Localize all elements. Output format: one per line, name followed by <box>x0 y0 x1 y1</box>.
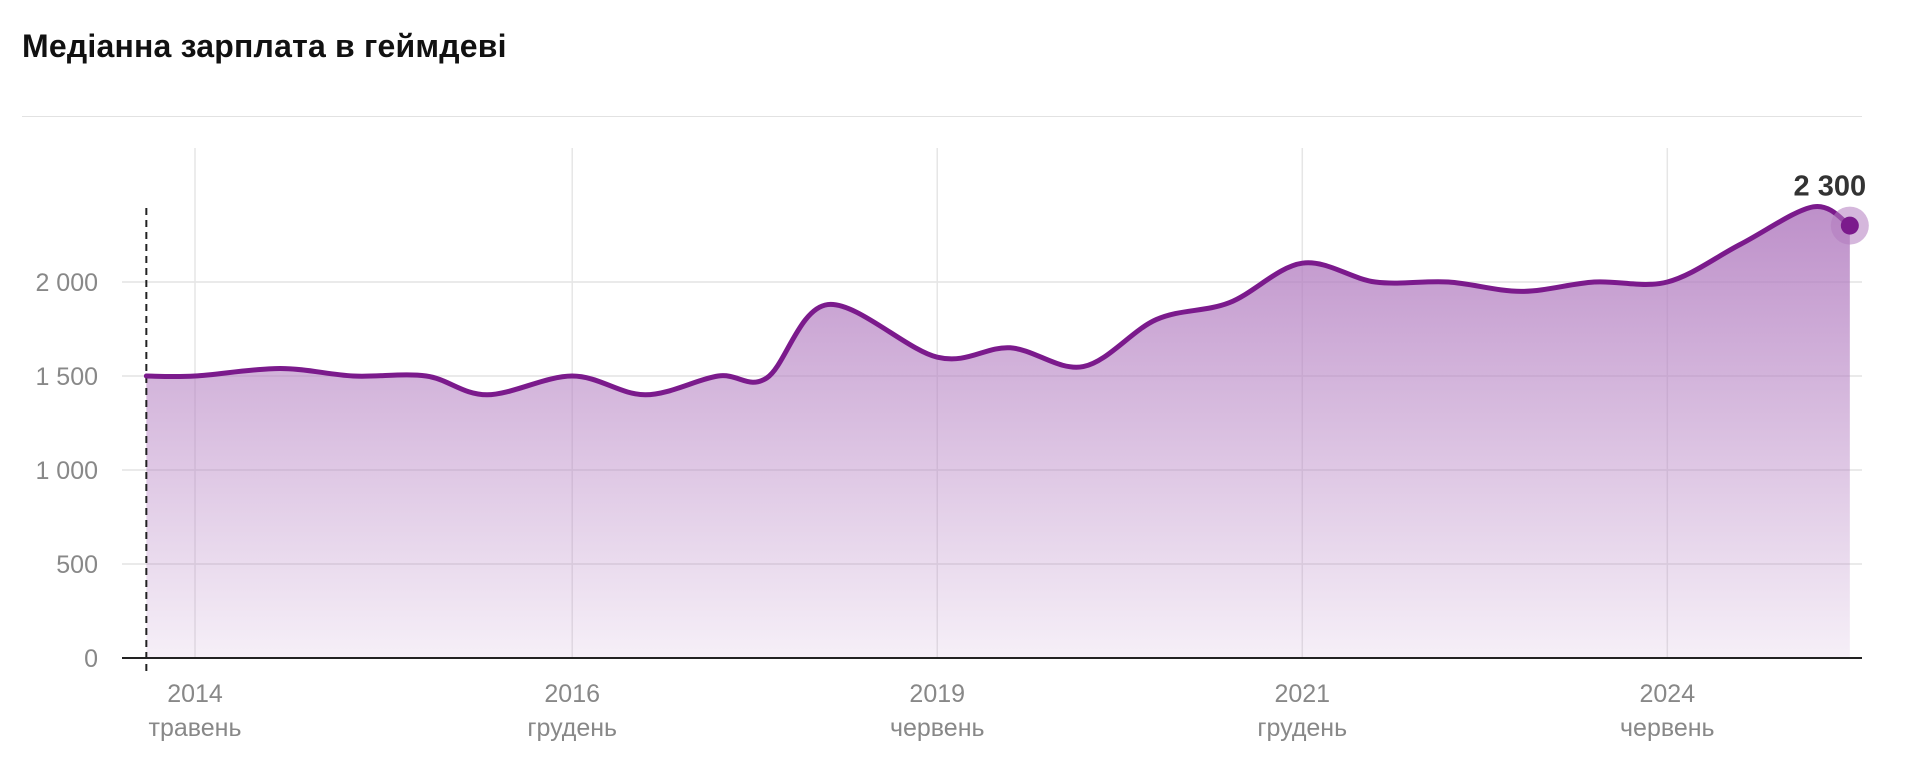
x-tick-year: 2016 <box>544 680 600 708</box>
chart-title: Медіанна зарплата в геймдеві <box>22 28 507 64</box>
x-tick-year: 2021 <box>1274 680 1330 708</box>
y-tick-label: 0 <box>84 645 98 673</box>
y-tick-label: 1 000 <box>35 457 98 485</box>
x-tick-year: 2014 <box>167 680 223 708</box>
y-tick-label: 2 000 <box>35 269 98 297</box>
x-tick-year: 2019 <box>909 680 965 708</box>
x-tick-month: травень <box>149 714 242 742</box>
axis-layer: 0 500 1 000 1 500 2 000 2014 травень 2016 груден… <box>35 208 1862 742</box>
end-point <box>1840 216 1859 235</box>
x-tick-month: червень <box>1620 714 1715 742</box>
end-value-label: 2 300 <box>1794 171 1867 203</box>
x-tick-year: 2024 <box>1640 680 1696 708</box>
x-tick-month: грудень <box>1257 714 1347 742</box>
title-divider <box>22 116 1862 117</box>
y-tick-label: 1 500 <box>35 363 98 391</box>
x-tick-month: грудень <box>527 714 617 742</box>
series-line <box>143 204 1853 398</box>
line-layer <box>143 204 1869 398</box>
area-fill <box>146 206 1850 658</box>
label-layer: 2 300 <box>1794 171 1867 203</box>
area-layer <box>146 206 1850 658</box>
x-tick-month: червень <box>890 714 985 742</box>
y-tick-label: 500 <box>56 551 98 579</box>
